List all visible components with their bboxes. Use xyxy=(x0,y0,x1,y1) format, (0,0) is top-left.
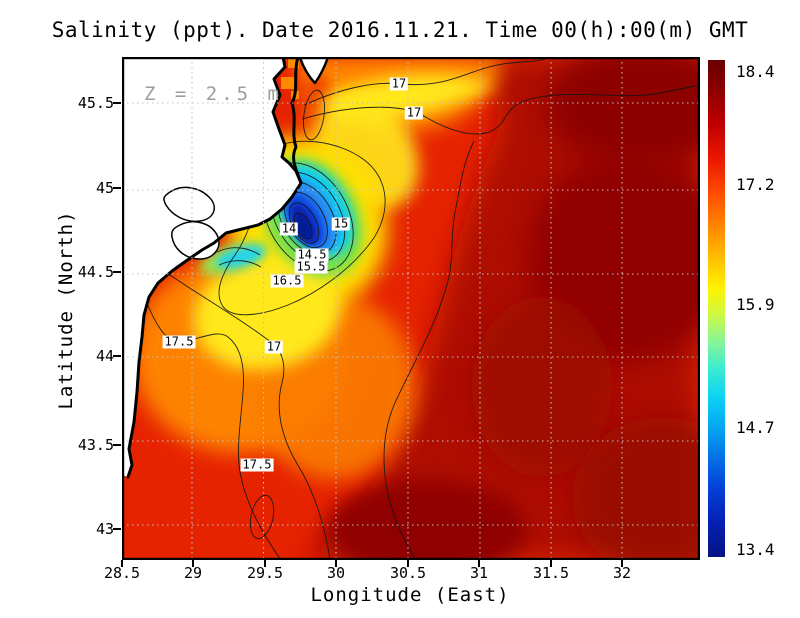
y-tick-label: 43 xyxy=(95,520,114,538)
y-tick-mark xyxy=(113,528,121,530)
x-tick-mark xyxy=(621,560,623,567)
y-tick-label: 45 xyxy=(95,179,114,197)
y-tick-mark xyxy=(113,187,121,189)
x-tick-mark xyxy=(478,560,480,567)
contour-label: 17.5 xyxy=(240,457,274,472)
contour-label: 17 xyxy=(389,76,409,91)
contour-label: 14 xyxy=(279,221,299,236)
contour-label: 17 xyxy=(404,105,424,120)
contour-label: 14.5 xyxy=(295,247,329,262)
y-tick-label: 44 xyxy=(95,347,114,365)
x-tick-label: 31 xyxy=(469,564,489,582)
colorbar-tick-label: 13.4 xyxy=(736,540,775,559)
y-tick-mark xyxy=(113,271,121,273)
contour-label: 16.5 xyxy=(270,273,304,288)
contour-label: 15.5 xyxy=(294,259,328,274)
x-tick-label: 31.5 xyxy=(532,564,570,582)
lagoon-outlines xyxy=(163,186,220,260)
y-tick-label: 44.5 xyxy=(77,263,114,281)
colorbar xyxy=(708,60,725,557)
y-tick-label: 43.5 xyxy=(77,436,114,454)
y-tick-mark xyxy=(113,102,121,104)
x-tick-mark xyxy=(264,560,266,567)
x-tick-label: 29.5 xyxy=(246,564,284,582)
contour-label: 17 xyxy=(264,339,284,354)
depth-annotation: Z = 2.5 m xyxy=(144,83,283,105)
x-tick-label: 29 xyxy=(183,564,203,582)
plot-border xyxy=(122,57,700,560)
coastline xyxy=(126,57,303,479)
x-tick-mark xyxy=(121,560,123,567)
land-mask xyxy=(122,57,301,477)
y-tick-mark xyxy=(113,355,121,357)
contour-label: 15 xyxy=(331,216,351,231)
x-tick-mark xyxy=(550,560,552,567)
colorbar-tick-label: 17.2 xyxy=(736,175,775,194)
gridlines xyxy=(122,57,700,560)
x-tick-mark xyxy=(192,560,194,567)
y-tick-label: 45.5 xyxy=(77,94,114,112)
x-tick-mark xyxy=(407,560,409,567)
colorbar-tick-label: 14.7 xyxy=(736,418,775,437)
y-tick-mark xyxy=(113,444,121,446)
x-tick-mark xyxy=(335,560,337,567)
x-axis-label: Longitude (East) xyxy=(310,584,510,606)
salinity-blobs xyxy=(132,57,700,560)
colorbar-tick-label: 15.9 xyxy=(736,295,775,314)
y-axis-label: Latitude (North) xyxy=(55,210,77,410)
x-tick-label: 32 xyxy=(612,564,632,582)
contour-label: 17.5 xyxy=(162,334,196,349)
x-tick-label: 30.5 xyxy=(389,564,427,582)
plot-title: Salinity (ppt). Date 2016.11.21. Time 00… xyxy=(51,18,749,42)
salinity-field-svg xyxy=(122,57,700,560)
map-plot: Z = 2.5 m 17 17 14 15 14.5 15.5 16.5 17.… xyxy=(122,57,700,560)
x-tick-label: 28.5 xyxy=(103,564,141,582)
colorbar-tick-label: 18.4 xyxy=(736,62,775,81)
estuary-notch xyxy=(298,57,330,85)
x-tick-label: 30 xyxy=(326,564,346,582)
